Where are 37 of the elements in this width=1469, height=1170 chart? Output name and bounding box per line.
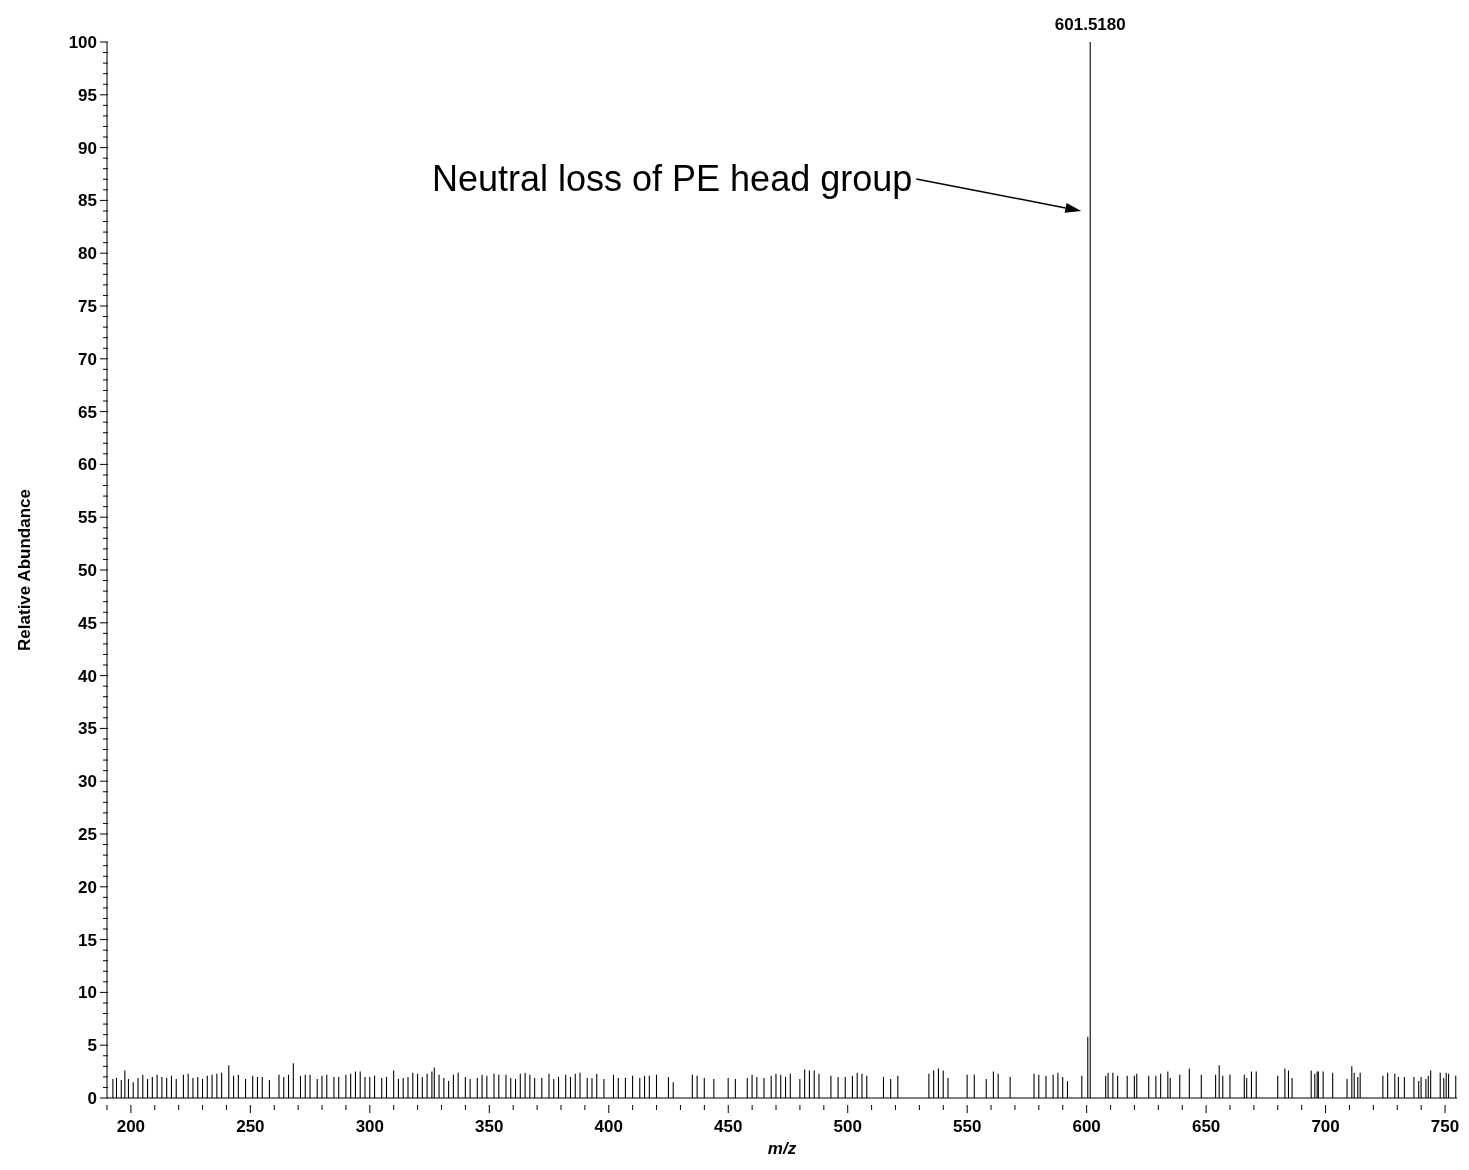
y-tick-label: 20 — [78, 877, 97, 897]
x-tick-label: 450 — [714, 1117, 743, 1136]
y-tick-label: 10 — [78, 983, 97, 1003]
y-tick-label: 65 — [78, 402, 97, 422]
y-tick-label: 100 — [68, 33, 97, 52]
annotation: 601.5180 — [1054, 15, 1126, 34]
y-tick-label: 70 — [78, 349, 97, 369]
y-tick-label: 85 — [78, 191, 97, 211]
annotation: Neutral loss of PE head group — [431, 158, 913, 199]
y-tick-label: 80 — [78, 244, 97, 264]
y-tick-label: 60 — [78, 455, 97, 475]
y-tick-label: 35 — [78, 719, 97, 739]
y-axis-title: Relative Abundance — [15, 489, 34, 651]
y-tick-label: 45 — [78, 613, 97, 633]
y-tick-label: 90 — [78, 138, 97, 158]
y-tick-label: 50 — [78, 561, 97, 580]
x-tick-label: 500 — [833, 1117, 862, 1136]
x-tick-label: 600 — [1072, 1117, 1101, 1136]
y-tick-label: 40 — [78, 666, 97, 686]
y-tick-label: 30 — [78, 772, 97, 792]
x-tick-label: 650 — [1191, 1117, 1221, 1136]
x-tick-label: 400 — [594, 1117, 623, 1136]
y-tick-label: 0 — [87, 1089, 97, 1108]
y-tick-label: 75 — [78, 297, 97, 316]
x-axis-title: m/z — [767, 1139, 797, 1158]
y-tick-label: 55 — [78, 508, 97, 528]
x-tick-label: 300 — [355, 1117, 385, 1136]
x-tick-label: 750 — [1430, 1117, 1460, 1136]
y-tick-label: 95 — [78, 85, 97, 105]
y-tick-label: 15 — [78, 930, 97, 950]
y-tick-label: 5 — [87, 1036, 97, 1056]
x-tick-label: 550 — [952, 1117, 982, 1136]
x-tick-label: 350 — [475, 1117, 504, 1136]
x-tick-label: 700 — [1311, 1117, 1340, 1136]
x-tick-label: 200 — [116, 1117, 146, 1136]
y-tick-label: 25 — [78, 825, 97, 844]
x-tick-label: 250 — [236, 1117, 265, 1136]
